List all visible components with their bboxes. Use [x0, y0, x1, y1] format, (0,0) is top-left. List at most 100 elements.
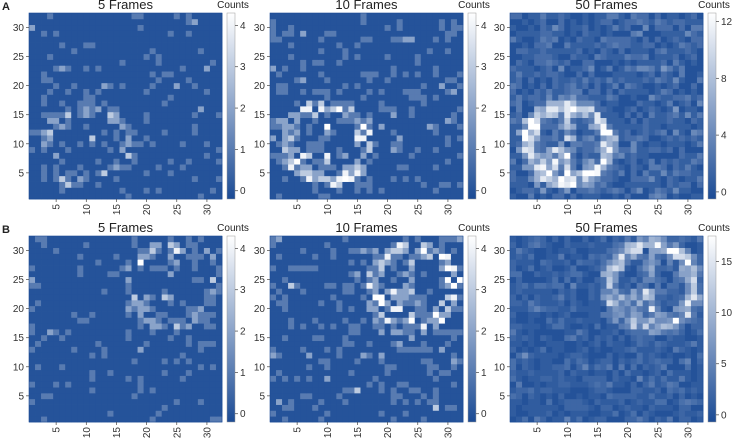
heatmap-cell — [143, 94, 151, 101]
heatmap-cell — [432, 404, 440, 411]
heatmap-cell — [432, 53, 440, 60]
heatmap-cell — [143, 363, 151, 371]
heatmap-cell — [606, 169, 613, 177]
heatmap-cell — [65, 363, 72, 371]
heatmap-cell — [576, 158, 583, 165]
heatmap-cell — [582, 18, 589, 26]
heatmap-cell — [161, 65, 169, 72]
heatmap-cell — [342, 175, 349, 182]
heatmap-cell — [528, 76, 535, 84]
heatmap-cell — [408, 164, 416, 171]
heatmap-cell — [600, 94, 607, 101]
heatmap-cell — [143, 311, 151, 318]
heatmap-cell — [342, 111, 349, 119]
heatmap-cell — [444, 193, 452, 200]
heatmap-cell — [324, 416, 331, 423]
heatmap-cell — [95, 187, 102, 194]
heatmap-cell — [203, 187, 211, 194]
heatmap-cell — [378, 129, 385, 136]
heatmap-cell — [29, 323, 36, 330]
heatmap-cell — [288, 88, 295, 95]
heatmap-cell — [101, 47, 108, 55]
heatmap-cell — [89, 247, 96, 254]
heatmap-cell — [642, 193, 650, 200]
heatmap-cell — [59, 175, 66, 182]
heatmap-cell — [420, 146, 428, 153]
heatmap-cell — [372, 117, 379, 124]
heatmap-cell — [606, 111, 613, 119]
heatmap-cell — [125, 169, 132, 177]
heatmap-cell — [191, 42, 199, 49]
heatmap-cell — [408, 24, 416, 31]
heatmap-cell — [384, 88, 392, 95]
heatmap-cell — [131, 270, 138, 278]
heatmap-cell — [288, 42, 295, 49]
heatmap-cell — [95, 294, 102, 301]
heatmap-cell — [330, 140, 337, 148]
heatmap-cell — [47, 392, 54, 400]
heatmap-cell — [179, 236, 187, 243]
heatmap-cell — [41, 135, 48, 142]
heatmap-cell — [354, 47, 361, 55]
heatmap-cell — [384, 387, 392, 394]
heatmap-cell — [83, 123, 90, 130]
heatmap-cell — [203, 311, 211, 318]
heatmap-cell — [288, 398, 295, 405]
heatmap-cell — [312, 175, 319, 182]
heatmap-cell — [348, 381, 355, 388]
heatmap-cell — [191, 346, 199, 353]
heatmap-cell — [270, 100, 277, 107]
heatmap-cell — [77, 82, 84, 89]
heatmap-cell — [306, 47, 313, 55]
heatmap-cell — [360, 410, 367, 417]
heatmap-cell — [209, 352, 217, 359]
heatmap-cell — [288, 123, 295, 130]
heatmap-cell — [35, 241, 42, 249]
heatmap-cell — [444, 13, 452, 20]
heatmap-cell — [558, 181, 565, 188]
heatmap-cell — [29, 82, 36, 89]
heatmap-cell — [29, 392, 36, 400]
heatmap-cell — [600, 181, 607, 188]
heatmap-cell — [149, 71, 157, 78]
heatmap-cell — [648, 106, 656, 113]
heatmap-cell — [396, 294, 404, 301]
heatmap-cell — [366, 117, 373, 124]
heatmap-cell — [125, 311, 132, 318]
heatmap-cell — [155, 164, 163, 171]
heatmap-cell — [41, 253, 48, 260]
heatmap-cell — [426, 88, 434, 95]
heatmap-cell — [366, 404, 373, 411]
heatmap-cell — [306, 340, 313, 347]
heatmap-cell — [203, 94, 211, 101]
heatmap-cell — [71, 410, 78, 417]
heatmap-cell — [173, 94, 181, 101]
heatmap-cell — [161, 181, 169, 188]
heatmap-cell — [354, 410, 361, 417]
heatmap-cell — [594, 164, 601, 171]
heatmap-cell — [119, 193, 126, 200]
heatmap-cell — [378, 65, 385, 72]
heatmap-cell — [564, 169, 571, 177]
heatmap-cell — [378, 88, 385, 95]
heatmap-cell — [456, 71, 464, 78]
heatmap-cell — [390, 416, 398, 423]
heatmap-cell — [408, 381, 416, 388]
heatmap-cell — [414, 53, 422, 60]
heatmap-cell — [324, 305, 331, 312]
heatmap-cell — [336, 404, 343, 411]
heatmap-cell — [678, 117, 686, 124]
heatmap-cell — [618, 42, 625, 49]
heatmap-cell — [294, 18, 301, 26]
heatmap-cell — [570, 111, 577, 119]
heatmap-cell — [131, 24, 138, 31]
heatmap-cell — [167, 381, 175, 388]
heatmap-cell — [432, 181, 440, 188]
heatmap-cell — [167, 106, 175, 113]
heatmap-cell — [642, 65, 650, 72]
heatmap-cell — [71, 247, 78, 254]
heatmap-cell — [179, 146, 187, 153]
heatmap-cell — [354, 181, 361, 188]
heatmap-cell — [312, 294, 319, 301]
heatmap-cell — [642, 13, 650, 20]
